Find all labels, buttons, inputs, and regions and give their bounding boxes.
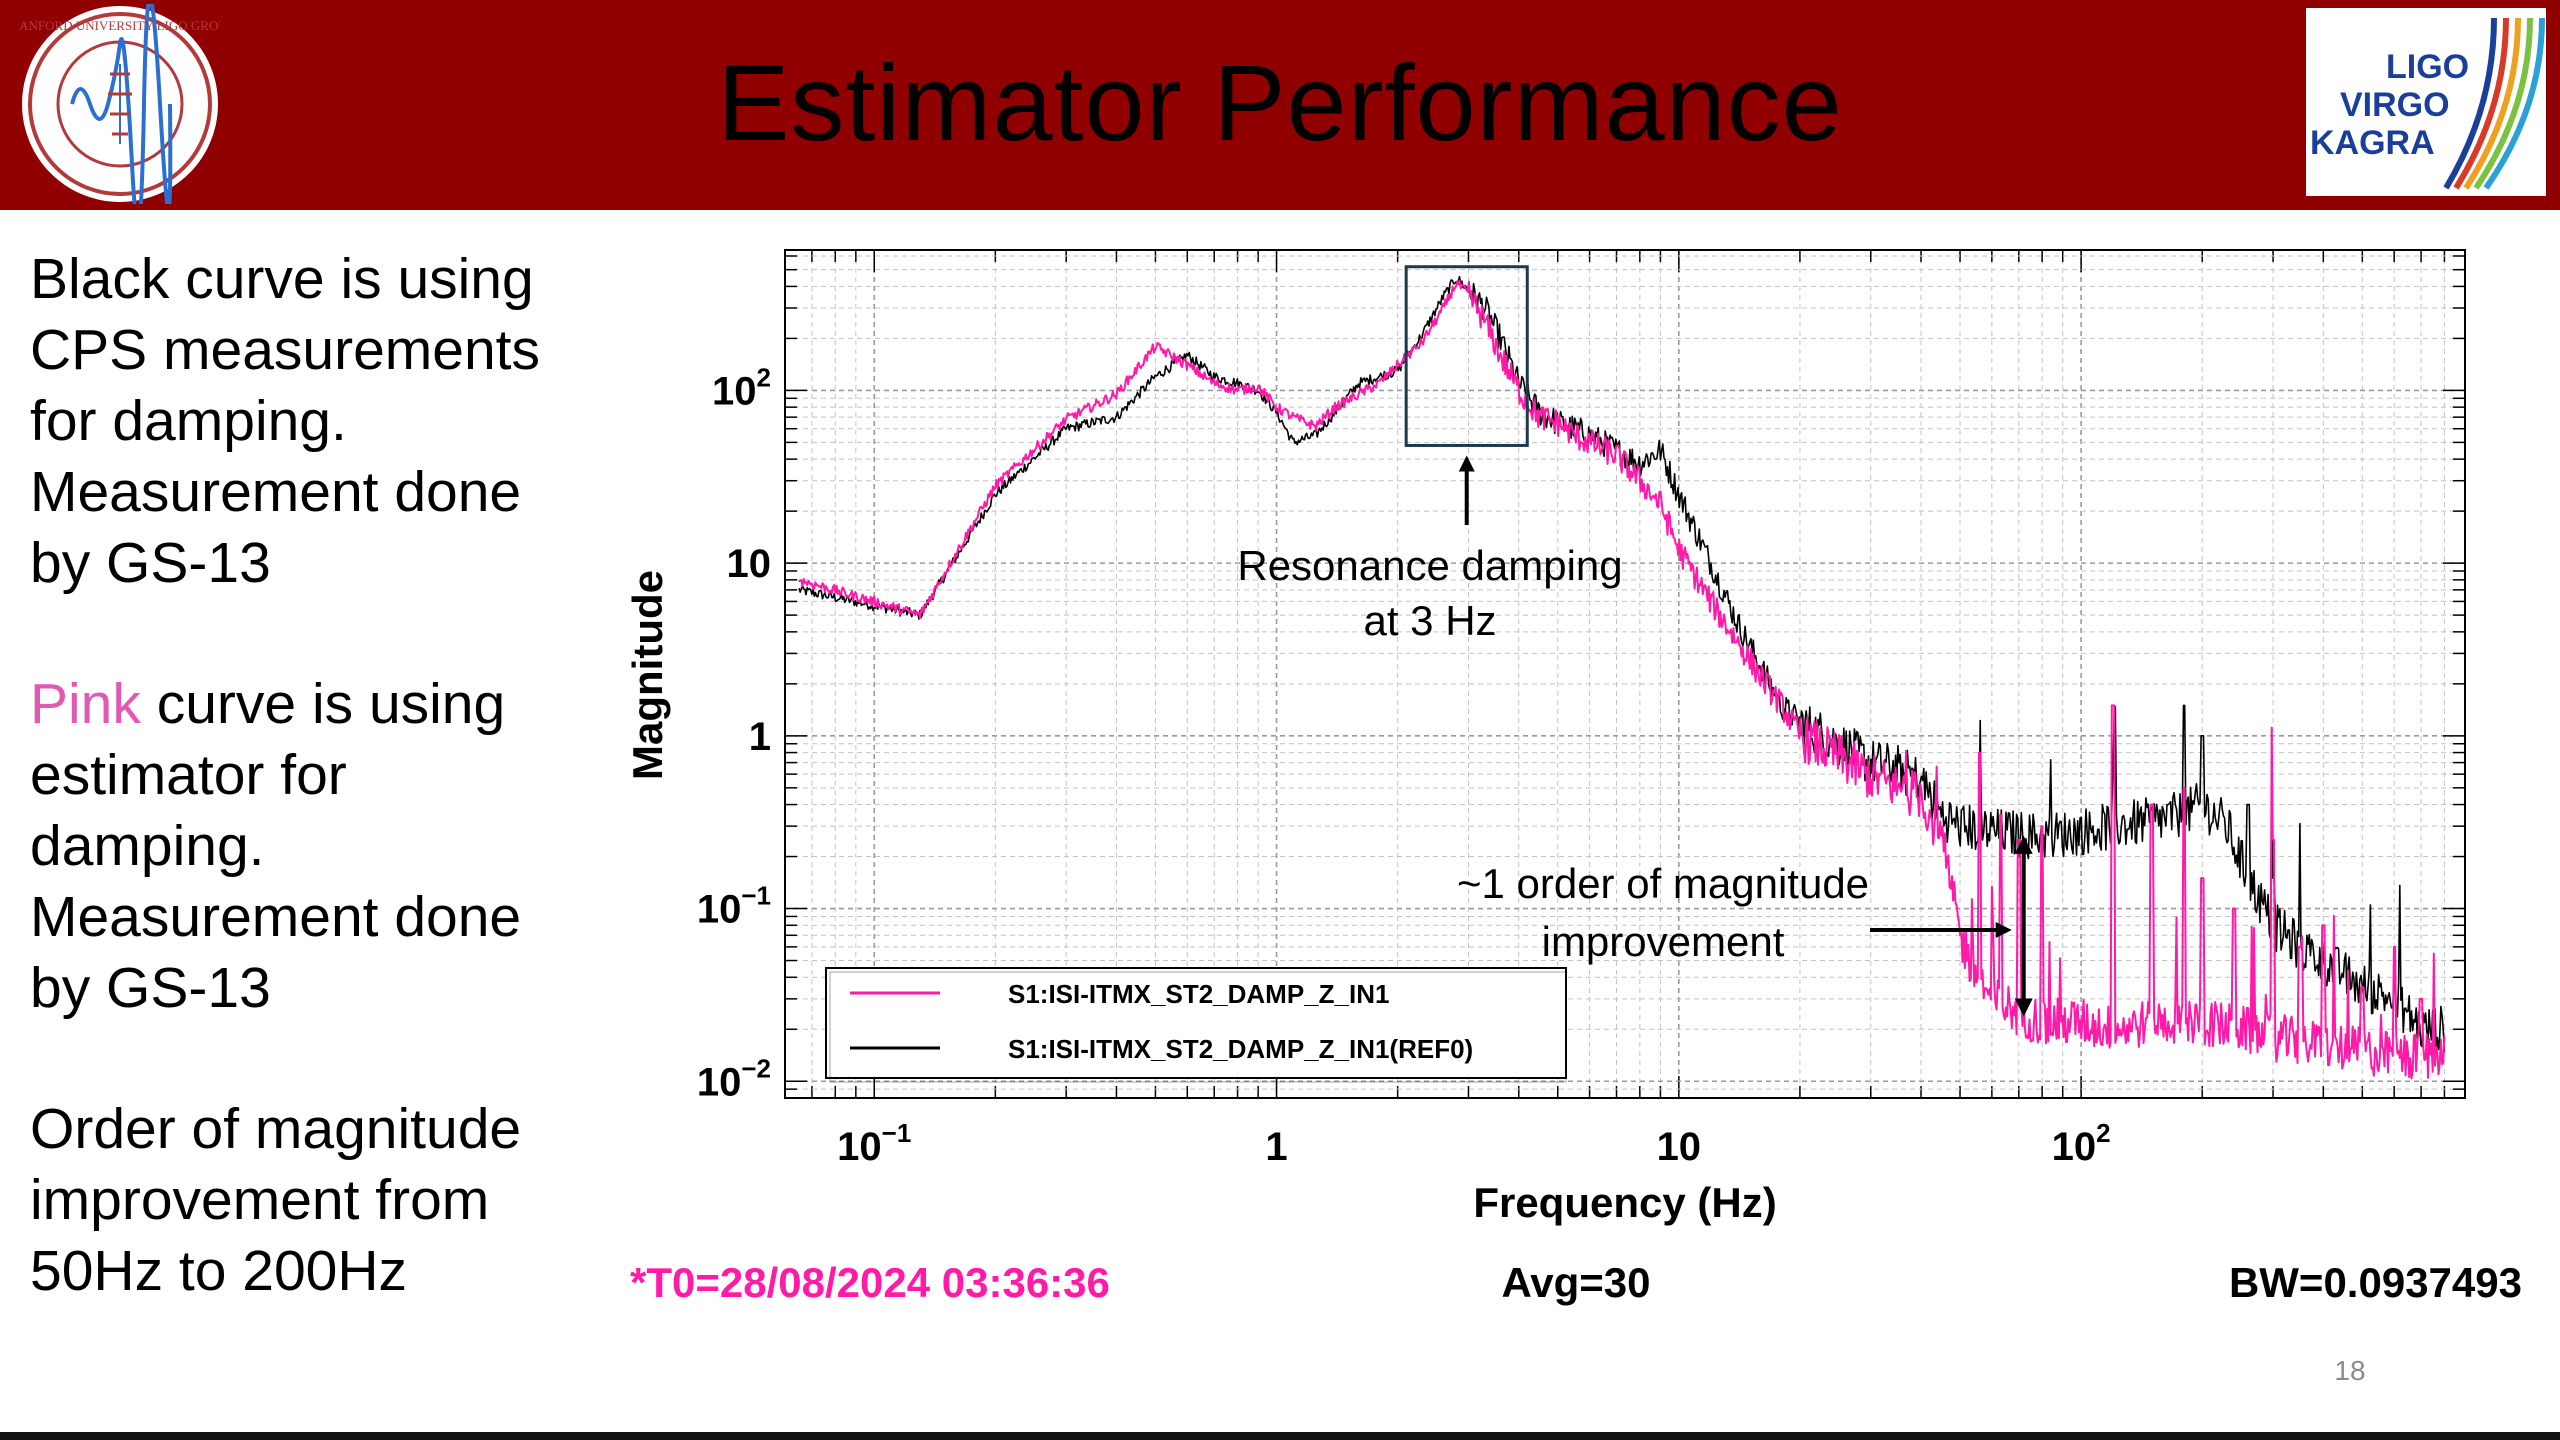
ligo-virgo-kagra-logo: LIGO VIRGO KAGRA [2306,8,2546,196]
note-pink-rest: curve is using estimator for damping. Me… [30,672,522,1020]
logo-virgo: VIRGO [2340,86,2450,124]
legend-label-black: S1:ISI-ITMX_ST2_DAMP_Z_IN1(REF0) [1008,1034,1473,1064]
improvement-arrow-bottom [2014,998,2033,1017]
x-tick-label: 102 [2052,1118,2111,1169]
legend-label-pink: S1:ISI-ITMX_ST2_DAMP_Z_IN1 [1008,979,1389,1009]
page-number: 18 [2334,1355,2366,1386]
pink-word: Pink [30,672,141,736]
resonance-annotation: Resonance damping at 3 Hz [1237,265,1623,644]
series-layer [798,275,2446,1080]
resonance-label-line1: Resonance damping [1237,542,1622,589]
plot-frame [784,249,2466,1099]
note-pink-curve: Pink curve is using estimator for dampin… [30,669,590,1024]
y-tick-label: 102 [712,362,771,413]
x-tick-label: 10−1 [837,1118,911,1169]
resonance-box [1404,265,1529,447]
tick-labels: 10−1 1 10 102 10−2 10−1 1 10 102 [697,362,2111,1169]
y-axis-label: Magnitude [624,570,671,780]
y-tick-exponent: −2 [741,1053,771,1083]
improvement-arrow-head [1995,922,2012,938]
logo-ligo: LIGO [2386,48,2469,86]
stanford-ligo-seal-logo: STANFORD UNIVERSITY LIGO GROUP [20,4,220,204]
note-improvement: Order of magnitude improvement from 50Hz… [30,1097,522,1303]
improvement-arrow-top [2014,835,2033,854]
slide-title: Estimator Performance [717,42,1843,163]
y-tick-label: 10−1 [697,881,771,932]
resonance-label-line2: at 3 Hz [1363,597,1496,644]
x-tick-exponent: 2 [2096,1118,2110,1148]
x-tick-exponent: −1 [882,1118,912,1148]
avg-label: Avg=30 [1501,1259,1650,1306]
improvement-label-line1: ~1 order of magnitude [1457,860,1869,907]
x-tick-label: 1 [1265,1125,1287,1169]
t0-label: *T0=28/08/2024 03:36:36 [630,1259,1110,1306]
resonance-arrow-head [1458,455,1475,472]
seal-text: STANFORD UNIVERSITY LIGO GROUP [20,18,220,33]
x-axis-label: Frequency (Hz) [1473,1179,1776,1226]
y-tick-label: 10 [727,542,772,586]
legend-box [825,967,1567,1079]
legend: S1:ISI-ITMX_ST2_DAMP_Z_IN1 S1:ISI-ITMX_S… [825,967,1567,1083]
bw-label: BW=0.0937493 [2229,1259,2522,1306]
improvement-label-line2: improvement [1542,918,1785,965]
y-tick-exponent: 2 [757,362,771,392]
x-tick-label: 10 [1657,1125,1702,1169]
title-bar: STANFORD UNIVERSITY LIGO GROUP Estimator… [0,0,2560,210]
y-tick-label: 1 [749,715,771,759]
logo-kagra: KAGRA [2310,124,2435,162]
improvement-annotation: ~1 order of magnitude improvement [1457,835,2033,1017]
note-black-curve: Black curve is using CPS measurements fo… [30,247,541,595]
y-tick-label: 10−2 [697,1053,771,1104]
bottom-rule [0,1432,2560,1440]
y-tick-exponent: −1 [741,881,771,911]
notes-panel: Black curve is using CPS measurements fo… [30,244,590,1377]
series-line-pink [798,279,2446,1080]
